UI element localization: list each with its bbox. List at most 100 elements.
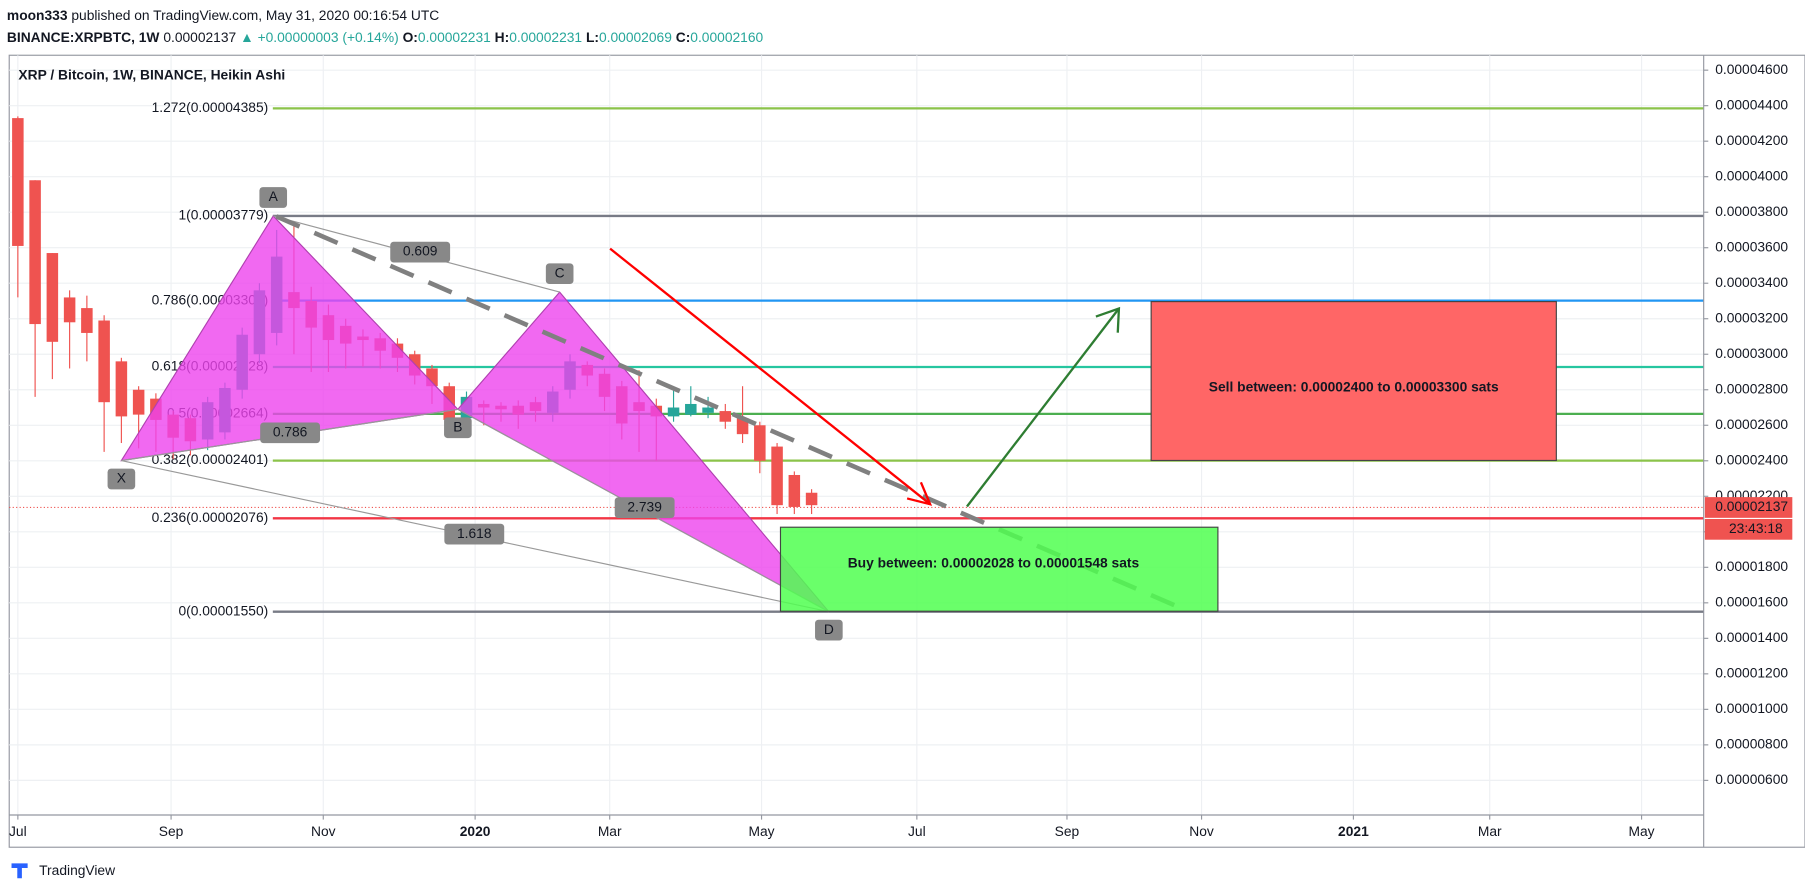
- point-label: X: [117, 470, 126, 486]
- ratio-badge: [444, 523, 505, 545]
- y-tick-label: 0.00004400: [1715, 96, 1788, 112]
- point-label: A: [269, 188, 279, 204]
- y-tick-label: 0.00004000: [1715, 167, 1788, 183]
- y-tick-label: 0.00000600: [1715, 771, 1788, 787]
- y-tick-label: 0.00001000: [1715, 700, 1788, 716]
- symbol-line: BINANCE:XRPBTC, 1W 0.00002137 ▲ +0.00000…: [7, 29, 764, 45]
- up-arrow: ▲: [240, 29, 254, 45]
- x-tick-label: Jul: [9, 823, 27, 839]
- fib-label: 1.272(0.00004385): [152, 99, 269, 115]
- point-badge: [545, 263, 574, 285]
- x-tick-label: Sep: [1055, 823, 1080, 839]
- y-tick-label: 0.00004600: [1715, 61, 1788, 77]
- ohlc-value: 0.00002160: [690, 29, 763, 45]
- candle-body: [115, 361, 128, 417]
- ohlc-key: L:: [586, 29, 599, 45]
- y-tick-label: 0.00002800: [1715, 380, 1788, 396]
- last-price-badge: [1704, 497, 1793, 518]
- y-tick-label: 0.00003800: [1715, 203, 1788, 219]
- candle-body: [736, 418, 749, 435]
- candle-body: [685, 403, 697, 415]
- ratio-badge: [614, 497, 675, 519]
- fib-label: 0.382(0.00002401): [152, 451, 269, 467]
- price-axis-bg: [1704, 56, 1804, 847]
- x-tick-label: Mar: [1478, 823, 1502, 839]
- y-tick-label: 0.00004200: [1715, 132, 1788, 148]
- candle-body: [702, 407, 714, 413]
- brand-logo: [11, 863, 28, 879]
- x-tick-label: Nov: [1189, 823, 1214, 839]
- countdown-label: 23:43:18: [1729, 520, 1783, 536]
- countdown-badge: [1704, 518, 1793, 540]
- point-badge: [107, 468, 136, 490]
- fib-label: 0.236(0.00002076): [152, 509, 269, 525]
- ohlc-value: 0.00002231: [509, 29, 582, 45]
- drawing-layer: Sell between: 0.00002400 to 0.00003300 s…: [275, 214, 1557, 613]
- point-badge: [259, 187, 288, 208]
- x-tick-label: Sep: [159, 823, 184, 839]
- x-tick-label: May: [749, 823, 775, 839]
- ohlc-key: O:: [403, 29, 418, 45]
- change: +0.00000003 (+0.14%): [258, 29, 399, 45]
- green-arrow: [966, 307, 1120, 508]
- candle-body: [719, 411, 732, 422]
- red-arrow: [609, 247, 931, 506]
- candle-body: [63, 297, 76, 323]
- buy-zone: [779, 526, 1219, 612]
- buy-zone-text: Buy between: 0.00002028 to 0.00001548 sa…: [848, 555, 1140, 571]
- author: moon333: [7, 7, 68, 23]
- y-tick-label: 0.00002600: [1715, 416, 1788, 432]
- sell-zone-text: Sell between: 0.00002400 to 0.00003300 s…: [1209, 379, 1499, 395]
- y-tick-label: 0.00001400: [1715, 629, 1788, 645]
- candle-body: [46, 253, 59, 342]
- x-tick-label: Jul: [908, 823, 926, 839]
- candle-body: [788, 474, 801, 507]
- candle-body: [98, 320, 110, 403]
- ratio-label: 1.618: [457, 525, 492, 541]
- y-tick-label: 0.00001800: [1715, 558, 1788, 574]
- candle-body: [805, 492, 818, 506]
- y-tick-label: 0.00003000: [1715, 345, 1788, 361]
- y-tick-label: 0.00002400: [1715, 451, 1788, 467]
- candle-body: [426, 368, 438, 387]
- y-tick-label: 0.00003400: [1715, 274, 1788, 290]
- candle-body: [667, 407, 680, 417]
- ratio-label: 0.786: [273, 423, 308, 439]
- ratio-badge: [390, 241, 451, 263]
- footer-brand: TradingView: [39, 862, 115, 878]
- publish-line: moon333 published on TradingView.com, Ma…: [7, 7, 439, 23]
- candle-body: [12, 118, 24, 246]
- price: 0.00002137: [163, 29, 236, 45]
- ohlc-value: 0.00002231: [418, 29, 491, 45]
- chart-title: XRP / Bitcoin, 1W, BINANCE, Heikin Ashi: [18, 67, 285, 83]
- ohlc-key: C:: [676, 29, 691, 45]
- y-tick-label: 0.00003200: [1715, 309, 1788, 325]
- ratio-label: 0.609: [403, 243, 438, 259]
- ohlc-key: H:: [495, 29, 510, 45]
- candle-body: [754, 425, 766, 461]
- pattern-layer: 0.609 0.786 2.739 1.618 X A B C D: [107, 187, 843, 641]
- point-badge: [815, 619, 843, 641]
- red-arrow-head: [906, 481, 933, 506]
- x-tick-label: 2020: [460, 823, 491, 839]
- fib-label: 1(0.00003779): [178, 207, 268, 223]
- y-tick-label: 0.00001600: [1715, 593, 1788, 609]
- axis-layer: Jul Sep Nov 2020 Mar May Jul Sep Nov 2021 Mar May 0.…: [9, 55, 1804, 848]
- y-tick-label: 0.00003600: [1715, 238, 1788, 254]
- y-tick-label: 0.00000800: [1715, 736, 1788, 752]
- last-price-label: 0.00002137: [1715, 498, 1788, 514]
- x-tick-label: Nov: [311, 823, 336, 839]
- x-tick-label: Mar: [598, 823, 622, 839]
- point-label: B: [453, 418, 462, 434]
- published: published on TradingView.com, May 31, 20…: [71, 7, 439, 23]
- point-badge: [444, 417, 472, 439]
- symbol: BINANCE:XRPBTC, 1W: [7, 29, 161, 45]
- ratio-label: 2.739: [627, 498, 662, 514]
- candle-body: [132, 389, 145, 415]
- fib-label: 0(0.00001550): [178, 602, 268, 618]
- y-tick-label: 0.00001200: [1715, 664, 1788, 680]
- sell-zone: [1150, 301, 1557, 462]
- point-label: D: [824, 621, 834, 637]
- candle-body: [771, 446, 783, 506]
